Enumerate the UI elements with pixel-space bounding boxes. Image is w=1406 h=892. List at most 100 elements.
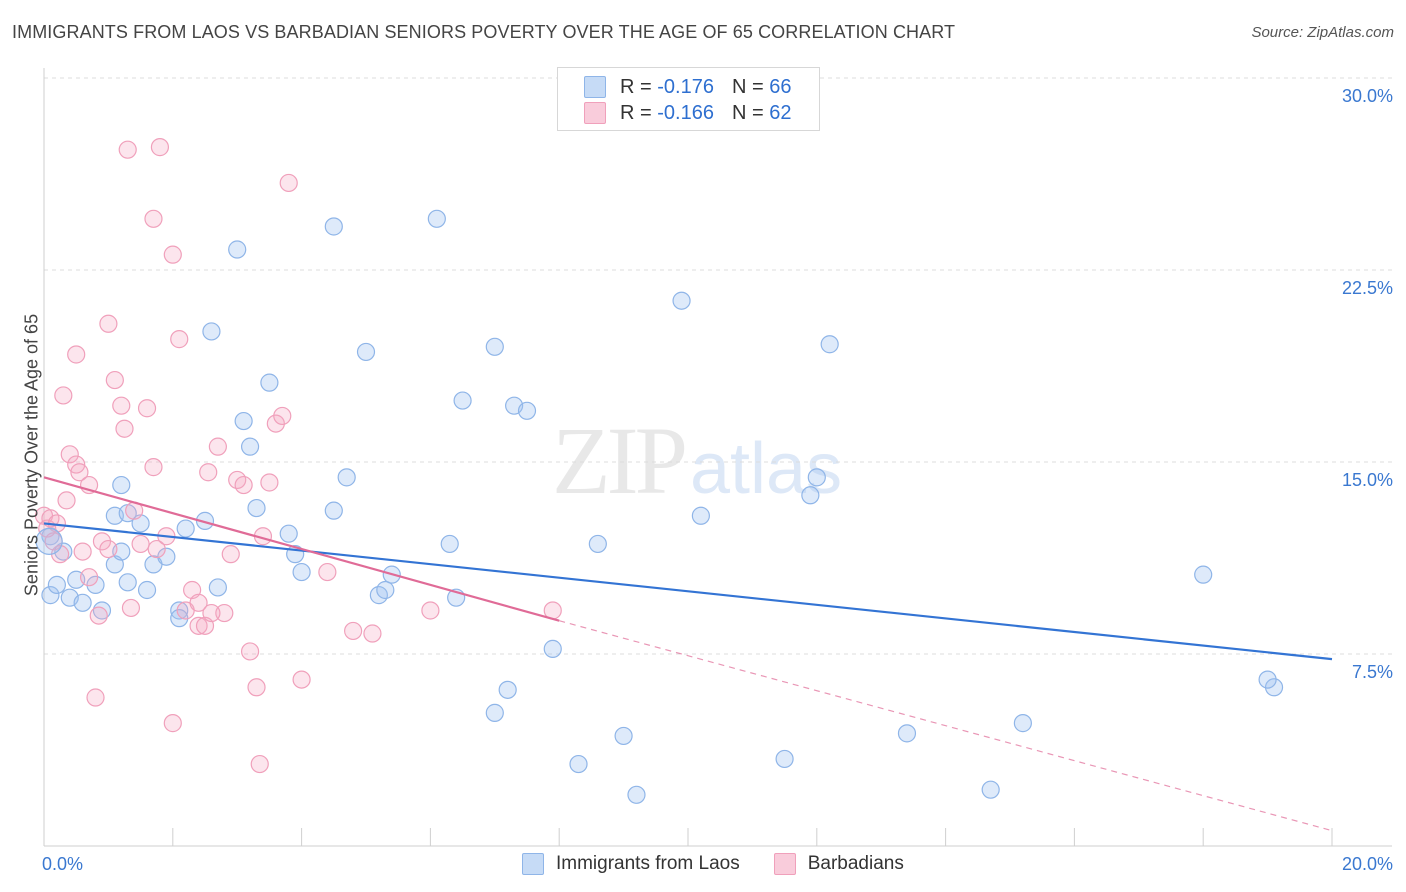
- legend-row-barbadians: R = -0.166 N = 62: [584, 101, 791, 125]
- laos-point: [112, 475, 131, 495]
- tick-labels: 7.5% 15.0% 22.5% 30.0% 0.0% 20.0%: [42, 86, 1393, 874]
- barbadians-trend-line: [43, 476, 560, 622]
- laos-point: [614, 726, 633, 746]
- laos-point: [691, 506, 710, 525]
- series-swatch-barbadians: [773, 853, 796, 875]
- laos-point: [485, 703, 504, 722]
- laos-point: [292, 562, 311, 582]
- laos-point: [1258, 670, 1277, 689]
- laos-point: [376, 580, 395, 600]
- barbadians-point: [421, 601, 440, 620]
- y-tick-label: 15.0%: [1342, 470, 1393, 490]
- laos-point: [775, 749, 794, 769]
- laos-point: [627, 785, 646, 804]
- legend-r-label: R =: [620, 101, 652, 124]
- barbadians-point: [89, 606, 108, 625]
- series-legend: Immigrants from Laos Barbadians: [522, 852, 938, 876]
- watermark-zip: ZIP: [552, 407, 688, 514]
- laos-point: [981, 780, 1000, 799]
- series-swatch-laos: [522, 853, 544, 875]
- barbadians-point: [121, 598, 141, 618]
- barbadians-trend-extension: [559, 620, 1333, 832]
- trend-lines: [43, 476, 1333, 832]
- laos-point: [588, 534, 607, 554]
- barbadians-point: [163, 714, 182, 733]
- laos-point: [41, 586, 60, 605]
- laos-point: [453, 391, 472, 410]
- legend-n-value: 62: [769, 101, 792, 124]
- barbadians-point: [199, 463, 218, 482]
- laos-point: [47, 575, 66, 594]
- barbadians-point: [144, 458, 163, 477]
- laos-point: [234, 411, 253, 431]
- barbadians-point: [131, 534, 150, 554]
- laos-point: [118, 573, 137, 592]
- legend-n-value: 66: [769, 75, 792, 98]
- barbadians-point: [221, 545, 240, 564]
- laos-point: [801, 486, 820, 505]
- legend-r-label: R =: [620, 75, 652, 98]
- laos-point: [228, 240, 247, 259]
- legend-r-value: -0.176: [657, 75, 714, 98]
- source-label: Source: ZipAtlas.com: [1251, 24, 1394, 41]
- laos-point: [92, 601, 112, 620]
- laos-point: [202, 322, 221, 341]
- barbadians-point: [137, 399, 157, 418]
- barbadians-point: [105, 370, 124, 390]
- laos-point: [807, 468, 826, 487]
- barbadians-point: [67, 345, 86, 364]
- y-tick-label: 30.0%: [1342, 86, 1393, 106]
- barbadians-point: [54, 386, 73, 405]
- barbadians-point: [234, 475, 253, 495]
- barbadians-point: [163, 245, 182, 264]
- barbadians-point: [60, 445, 79, 464]
- barbadians-point: [150, 138, 170, 157]
- barbadians-point: [118, 140, 137, 159]
- legend-n-label: N =: [731, 101, 764, 124]
- laos-point: [157, 547, 176, 566]
- legend-n-label: N =: [731, 75, 764, 98]
- barbadians-point: [344, 621, 363, 641]
- barbadians-point: [260, 473, 279, 492]
- laos-point: [897, 724, 917, 743]
- laos-point: [260, 373, 279, 392]
- laos-point: [137, 580, 157, 600]
- laos-point: [356, 342, 376, 362]
- laos-point: [208, 578, 227, 597]
- barbadians-point: [99, 314, 118, 333]
- laos-point: [324, 217, 343, 236]
- barbadians-point: [115, 419, 134, 438]
- series-legend-laos: Immigrants from Laos: [522, 853, 740, 875]
- laos-point: [440, 534, 459, 554]
- laos-point: [517, 401, 537, 420]
- laos-point: [279, 524, 298, 543]
- laos-point: [1194, 565, 1213, 584]
- legend-swatch-barbadians: [584, 102, 606, 124]
- barbadians-point: [318, 562, 337, 582]
- barbadians-point: [79, 568, 99, 587]
- x-tick-label: 0.0%: [42, 854, 83, 874]
- laos-point: [35, 527, 63, 555]
- barbadians-point: [208, 437, 227, 456]
- series-name-laos: Immigrants from Laos: [556, 853, 740, 874]
- barbadians-point: [247, 678, 266, 697]
- laos-point: [485, 337, 504, 356]
- y-axis-label: Seniors Poverty Over the Age of 65: [21, 313, 42, 597]
- chart-title: IMMIGRANTS FROM LAOS VS BARBADIAN SENIOR…: [12, 22, 956, 42]
- laos-point: [247, 498, 266, 518]
- grid: [44, 77, 1392, 655]
- laos-point: [820, 335, 839, 354]
- laos-point: [569, 754, 588, 774]
- barbadians-point: [250, 754, 269, 774]
- laos-point: [176, 519, 195, 538]
- laos-point: [427, 209, 446, 228]
- y-tick-label: 7.5%: [1352, 662, 1393, 682]
- axes: [43, 68, 1392, 847]
- laos-point: [324, 501, 343, 520]
- laos-point: [1013, 714, 1032, 733]
- laos-point: [337, 468, 356, 487]
- barbadians-point: [170, 330, 189, 349]
- legend-row-laos: R = -0.176 N = 66: [584, 75, 791, 99]
- laos-point: [672, 291, 691, 310]
